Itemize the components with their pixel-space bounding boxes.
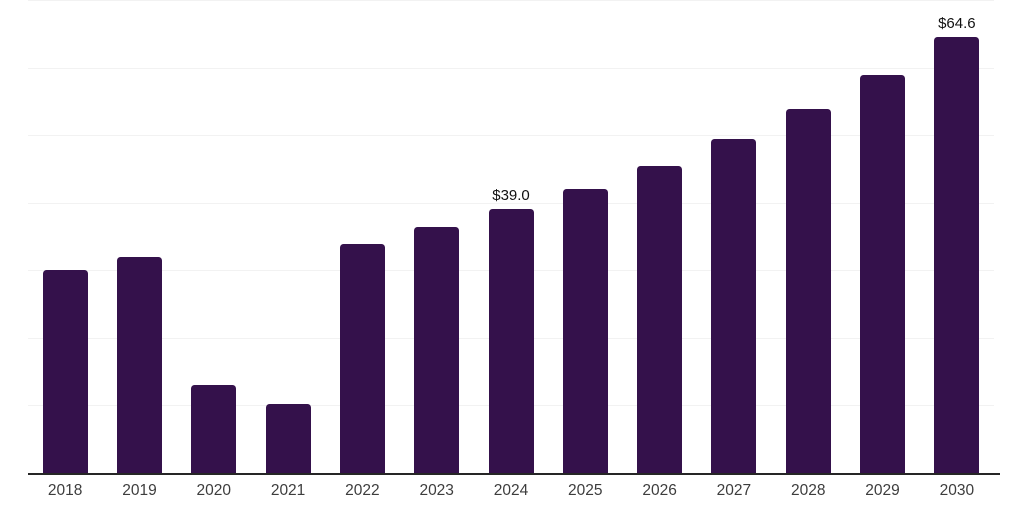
gridline — [28, 135, 994, 137]
x-axis-line — [28, 473, 1000, 475]
bar-value-label-2030: $64.6 — [938, 14, 976, 32]
bar-2026 — [637, 165, 683, 473]
gridline — [28, 67, 994, 69]
bar-2030 — [934, 36, 980, 473]
bar-2018 — [42, 270, 88, 473]
x-tick-label-2019: 2019 — [122, 482, 157, 499]
gridline — [28, 0, 994, 1]
bar-2021 — [265, 404, 311, 473]
plot-area: $39.0 $64.6 — [28, 0, 994, 473]
x-tick-label-2029: 2029 — [865, 482, 900, 499]
bar-2022 — [339, 243, 385, 473]
bar-2027 — [711, 138, 757, 473]
x-tick-label-2018: 2018 — [47, 482, 83, 499]
x-tick-label-2024: 2024 — [493, 482, 529, 499]
bar-2024 — [488, 209, 534, 473]
x-tick-label-2021: 2021 — [270, 482, 306, 499]
bar-2020 — [191, 385, 237, 473]
bar-2019 — [116, 256, 162, 473]
gridline — [28, 202, 994, 204]
bar-2025 — [562, 188, 608, 473]
bar-2029 — [860, 75, 906, 473]
bar-2023 — [414, 227, 460, 473]
x-tick-label-2023: 2023 — [419, 482, 454, 499]
bar-value-label-2024: $39.0 — [492, 187, 530, 205]
bar-2028 — [785, 108, 831, 473]
x-tick-label-2022: 2022 — [345, 482, 380, 499]
x-tick-label-2027: 2027 — [716, 482, 752, 499]
x-tick-label-2030: 2030 — [939, 482, 975, 499]
x-tick-label-2020: 2020 — [196, 482, 232, 499]
x-tick-label-2028: 2028 — [790, 482, 826, 499]
x-tick-label-2026: 2026 — [642, 482, 677, 499]
x-tick-label-2025: 2025 — [568, 482, 603, 499]
